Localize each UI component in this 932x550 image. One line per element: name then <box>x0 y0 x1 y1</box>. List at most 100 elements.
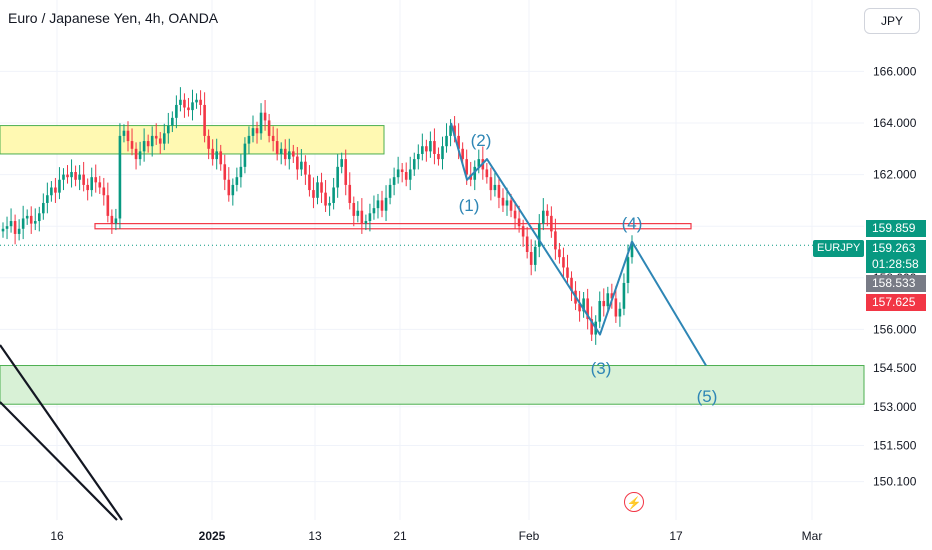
candle-body <box>175 104 178 118</box>
candle-body <box>477 159 481 167</box>
candle <box>54 177 57 203</box>
candle-body <box>336 166 339 188</box>
candle <box>525 226 529 259</box>
candle-body <box>312 190 315 198</box>
candle <box>146 134 150 153</box>
candle-body <box>550 215 553 232</box>
candle <box>203 92 206 143</box>
candle-body <box>130 141 134 149</box>
candle-body <box>344 159 348 185</box>
candle-body <box>279 148 283 154</box>
candle-body <box>360 210 364 224</box>
candle-body <box>259 112 263 134</box>
candle <box>296 146 299 180</box>
candle <box>320 172 323 203</box>
candle <box>392 167 396 196</box>
candle-body <box>211 148 214 160</box>
candle <box>400 162 404 183</box>
candle <box>566 254 569 285</box>
candle-body <box>203 104 206 136</box>
candle <box>46 182 49 214</box>
candle <box>154 123 158 145</box>
candle-body <box>110 215 114 224</box>
candle-body <box>400 169 404 173</box>
candle-body <box>433 141 436 154</box>
candle-body <box>533 246 537 265</box>
price-tag-countdown: 01:28:58 <box>866 256 926 273</box>
candle-body <box>1 228 5 232</box>
candle <box>537 214 541 258</box>
candle <box>606 286 610 313</box>
axes: 166.000164.000162.000158.000156.000154.5… <box>50 64 916 543</box>
candle <box>380 190 384 218</box>
candle-body <box>219 151 223 165</box>
candle-body <box>626 257 630 283</box>
candle-body <box>562 257 565 268</box>
candle <box>485 162 489 184</box>
candle-body <box>150 135 154 147</box>
candle <box>175 95 178 129</box>
candle <box>324 180 327 213</box>
candle-body <box>146 141 150 147</box>
candle <box>441 136 444 170</box>
candle <box>9 208 13 233</box>
candle <box>25 209 29 225</box>
candle <box>521 219 525 247</box>
candle-body <box>412 159 416 170</box>
candle-body <box>517 218 521 227</box>
chart-title: Euro / Japanese Yen, 4h, OANDA <box>8 10 219 26</box>
resistance-box <box>94 223 692 230</box>
candle-body <box>437 153 440 160</box>
candle <box>344 149 348 196</box>
candle-body <box>98 182 102 188</box>
candle-body <box>429 141 432 152</box>
candle <box>376 193 380 219</box>
candle <box>546 204 549 227</box>
candle-body <box>126 130 130 142</box>
candle <box>58 167 61 200</box>
candle-body <box>368 213 372 222</box>
candle-body <box>509 200 513 211</box>
candle <box>126 121 130 152</box>
time-tick-label: 2025 <box>199 529 226 543</box>
candle <box>283 139 287 166</box>
candle <box>171 111 174 133</box>
time-tick-label: 16 <box>50 529 64 543</box>
candle <box>437 147 440 166</box>
candle <box>247 126 251 154</box>
candle <box>316 175 319 205</box>
candle-body <box>283 148 287 160</box>
candle-body <box>86 184 89 191</box>
candle-body <box>118 135 122 219</box>
candle <box>21 205 25 240</box>
candle-body <box>62 174 65 180</box>
candle-body <box>449 125 452 136</box>
candle-body <box>513 210 517 219</box>
candle <box>570 271 573 302</box>
candle-body <box>5 226 9 229</box>
candle <box>66 165 69 184</box>
candle <box>348 172 352 210</box>
candle <box>368 203 372 232</box>
candle <box>562 247 565 278</box>
candle-body <box>134 148 138 160</box>
candle-body <box>348 184 352 203</box>
candle-body <box>388 184 392 198</box>
flash-icon[interactable]: ⚡ <box>624 492 644 512</box>
candle-body <box>296 156 299 170</box>
candle <box>275 128 279 161</box>
candle-body <box>94 177 98 183</box>
candle-body <box>566 267 569 278</box>
candle <box>98 175 102 194</box>
currency-button[interactable]: JPY <box>864 8 920 34</box>
candle-body <box>243 143 247 167</box>
candle-body <box>78 174 81 180</box>
candle-body <box>42 202 45 214</box>
candle <box>501 188 505 213</box>
candle-body <box>207 135 210 149</box>
candle <box>558 242 561 264</box>
candle-body <box>106 195 110 216</box>
candle <box>62 168 65 191</box>
candle-body <box>558 249 561 258</box>
